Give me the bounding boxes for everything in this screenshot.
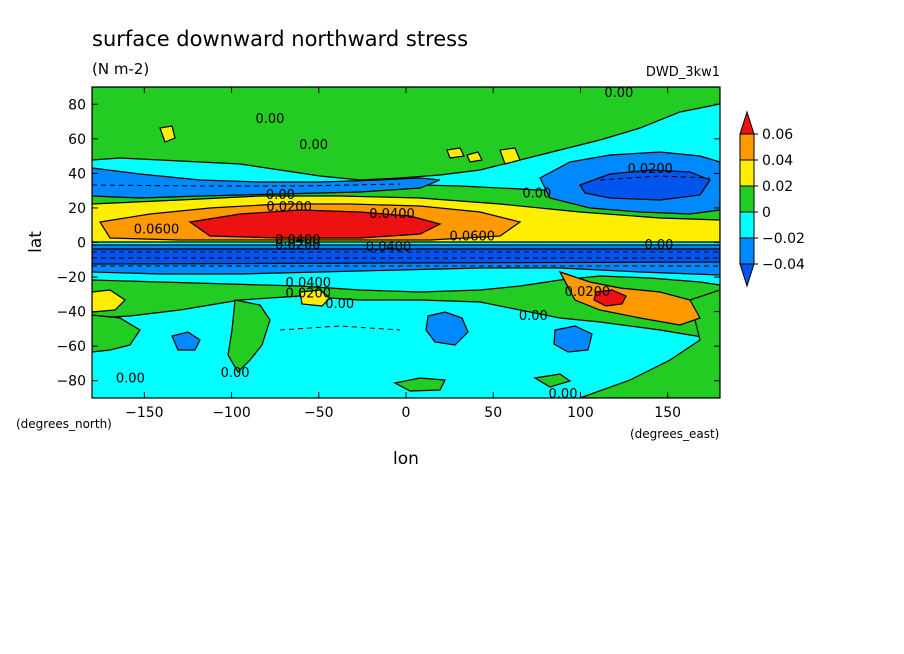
contour-label: 0.00: [522, 186, 551, 201]
model-label: DWD_3kw1: [646, 65, 720, 80]
y-axis-label: lat: [26, 231, 46, 253]
y-tick-label: 0: [77, 236, 86, 252]
contour-label: 0.0400: [286, 276, 332, 291]
contour-label: 0.0400: [366, 240, 412, 255]
contour-label: 0.00: [644, 238, 673, 253]
colorbar: 0.06 0.04 0.02 0 −0.02 −0.04: [739, 110, 805, 288]
colorbar-label: 0.02: [762, 179, 793, 195]
contour-label: 0.0400: [369, 207, 415, 222]
y-tick-label: −40: [56, 305, 86, 321]
y-tick-label: 60: [68, 132, 86, 148]
y-tick-label: 20: [68, 201, 86, 217]
contour-label: 0.0200: [275, 238, 321, 253]
contour-label: 0.00: [549, 387, 578, 402]
contour-label: 0.00: [255, 112, 284, 127]
x-axis-label: lon: [393, 449, 419, 469]
x-tick-label: 100: [567, 405, 594, 421]
x-tick-label: 150: [654, 405, 681, 421]
contour-label: 0.0200: [565, 285, 611, 300]
y-tick-label: 40: [68, 166, 86, 182]
contour-label: 0.0600: [450, 230, 496, 245]
chart-subtitle: (N m-2): [92, 60, 149, 78]
contour-label: 0.00: [221, 366, 250, 381]
colorbar-segment: [739, 159, 755, 187]
colorbar-segment: [739, 185, 755, 213]
colorbar-label: 0: [762, 205, 771, 221]
colorbar-label: 0.06: [762, 127, 793, 143]
contour-label: 0.00: [266, 188, 295, 203]
colorbar-segment: [739, 237, 755, 265]
field-band-warm: [92, 125, 720, 326]
y-tick-label: 80: [68, 97, 86, 113]
y-tick-label: −60: [56, 339, 86, 355]
contour-label: 0.0200: [627, 162, 673, 177]
contour-label: 0.0200: [286, 287, 332, 302]
x-tick-label: −50: [304, 405, 334, 421]
contour-label: 0.0600: [134, 223, 180, 238]
x-unit-label: (degrees_east): [630, 427, 719, 441]
contour-label: 0.00: [519, 309, 548, 324]
contour-label: 0.00: [325, 297, 354, 312]
y-unit-label: (degrees_north): [16, 417, 112, 431]
x-tick-label: 50: [484, 405, 502, 421]
colorbar-bottom-arrow: [739, 263, 755, 288]
x-axis: −150 −100 −50 0 50 100 150: [125, 87, 681, 421]
colorbar-segment: [739, 133, 755, 161]
x-tick-label: 0: [402, 405, 411, 421]
x-tick-label: −150: [125, 405, 163, 421]
contour-label: 0.00: [299, 138, 328, 153]
colorbar-top-arrow: [739, 110, 755, 135]
colorbar-label: 0.04: [762, 153, 793, 169]
field-band-blue: [92, 151, 720, 353]
y-tick-label: −20: [56, 270, 86, 286]
x-tick-label: −100: [212, 405, 250, 421]
colorbar-label: −0.04: [762, 257, 805, 273]
y-tick-label: −80: [56, 374, 86, 390]
chart-title: surface downward northward stress: [92, 27, 468, 51]
y-axis: −80 −60 −40 −20 0 20 40 60 80: [56, 97, 720, 390]
contour-label: 0.0200: [266, 200, 312, 215]
dashed-contours: [92, 175, 720, 331]
contour-label: 0.00: [116, 371, 145, 386]
contour-label: 0.0400: [275, 233, 321, 248]
colorbar-segment: [739, 211, 755, 239]
contour-label: 0.00: [604, 86, 633, 101]
colorbar-label: −0.02: [762, 231, 805, 247]
